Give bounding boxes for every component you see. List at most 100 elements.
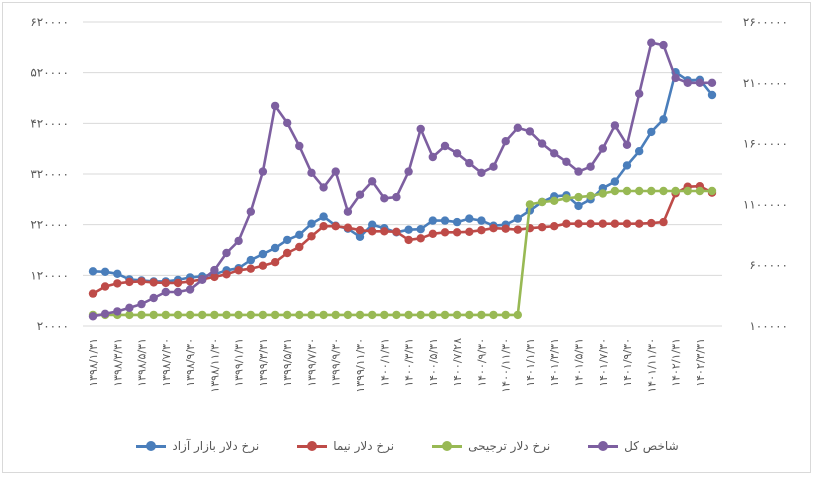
data-point — [343, 223, 353, 232]
data-point — [440, 141, 450, 151]
legend-item-preferential[interactable]: نرخ دلار ترجیحی — [432, 439, 550, 453]
data-point — [647, 218, 656, 228]
data-point — [100, 282, 110, 291]
y-left-tick-label: ۶۲۰۰۰۰ — [30, 15, 69, 29]
data-point — [355, 310, 365, 320]
legend: نرخ دلار بازار آزاد نرخ دلار نیما نرخ دل… — [0, 436, 815, 456]
data-point — [270, 310, 280, 320]
data-point — [671, 73, 680, 83]
data-point — [307, 310, 316, 320]
data-point — [355, 190, 365, 199]
data-point — [537, 139, 547, 148]
data-point — [635, 186, 644, 196]
x-tick-label: ۱۳۹۹/۵/۳۱ — [281, 338, 294, 387]
data-point — [562, 219, 571, 228]
data-point — [489, 224, 498, 233]
data-point — [222, 310, 231, 320]
data-point — [513, 123, 522, 132]
data-point — [100, 309, 110, 318]
data-point — [185, 285, 195, 294]
data-point — [125, 303, 134, 312]
data-point — [234, 310, 243, 320]
data-point — [283, 248, 292, 258]
data-point — [295, 310, 304, 320]
y-left-tick-label: ۲۰۰۰۰ — [37, 319, 69, 333]
x-tick-label: ۱۳۹۹/۳/۳۱ — [257, 338, 270, 387]
y-right-tick-label: ۶۰۰۰۰۰ — [749, 258, 788, 272]
data-point — [574, 201, 583, 211]
y-left-tick-label: ۲۲۰۰۰۰ — [30, 218, 69, 232]
legend-label-nima: نرخ دلار نیما — [333, 439, 395, 453]
data-point — [440, 310, 450, 320]
data-point — [598, 219, 607, 228]
data-point — [380, 194, 389, 203]
data-point — [659, 40, 668, 50]
data-point — [452, 310, 462, 320]
data-point — [489, 162, 498, 171]
data-point — [562, 157, 571, 166]
data-point — [198, 310, 207, 320]
data-point — [380, 310, 389, 320]
data-point — [707, 186, 717, 196]
data-point — [319, 310, 328, 320]
legend-item-index[interactable]: شاخص کل — [588, 439, 679, 453]
x-tick-label: ۱۴۰۰/۳/۳۱ — [403, 338, 416, 387]
data-point — [404, 310, 413, 320]
x-tick-label: ۱۴۰۱/۱۱/۳۰ — [645, 338, 658, 393]
data-point — [319, 212, 328, 221]
data-point — [574, 167, 583, 176]
data-point — [695, 186, 705, 196]
legend-marker-free-market — [136, 441, 167, 451]
data-point — [416, 234, 425, 243]
data-point — [404, 225, 413, 234]
legend-item-free-market[interactable]: نرخ دلار بازار آزاد — [136, 439, 259, 453]
data-point — [343, 207, 353, 216]
x-tick-label: ۱۳۹۹/۷/۳۰ — [305, 338, 318, 387]
data-point — [283, 310, 292, 320]
x-tick-label: ۱۴۰۰/۱/۳۱ — [378, 338, 391, 387]
data-point — [295, 141, 304, 151]
data-point — [501, 137, 510, 146]
data-point — [368, 310, 377, 320]
data-point — [452, 228, 462, 237]
data-point — [246, 207, 255, 216]
data-point — [647, 38, 656, 47]
series-line-1 — [92, 184, 713, 295]
legend-label-index: شاخص کل — [624, 439, 679, 453]
data-point — [537, 223, 547, 232]
legend-item-nima[interactable]: نرخ دلار نیما — [297, 439, 394, 453]
data-point — [234, 236, 243, 246]
data-point — [586, 191, 595, 201]
data-point — [525, 127, 535, 136]
data-point — [258, 167, 268, 176]
data-point — [113, 279, 122, 288]
data-point — [319, 183, 328, 192]
data-point — [404, 235, 413, 245]
data-point — [113, 269, 122, 278]
data-point — [586, 162, 595, 171]
x-tick-label: ۱۴۰۱/۱/۳۱ — [524, 338, 537, 387]
data-point — [368, 177, 377, 186]
data-point — [659, 217, 668, 227]
data-point — [635, 219, 644, 228]
data-point — [380, 227, 389, 236]
data-point — [452, 217, 462, 227]
data-point — [258, 261, 268, 270]
data-point — [392, 192, 401, 202]
data-point — [477, 168, 486, 177]
data-point — [210, 310, 219, 320]
x-tick-label: ۱۴۰۰/۵/۳۱ — [427, 338, 440, 387]
data-point — [477, 310, 486, 320]
data-point — [307, 219, 316, 228]
data-point — [307, 168, 316, 177]
series-line-2 — [93, 189, 712, 317]
data-point — [137, 299, 146, 309]
data-point — [331, 310, 340, 320]
data-point — [173, 287, 183, 297]
data-point — [149, 310, 158, 320]
data-point — [707, 90, 717, 100]
x-tick-label: ۱۳۹۸/۵/۳۱ — [136, 338, 149, 387]
x-tick-label: ۱۳۹۸/۳/۳۱ — [111, 338, 124, 387]
data-point — [234, 266, 243, 275]
data-point — [185, 310, 195, 320]
